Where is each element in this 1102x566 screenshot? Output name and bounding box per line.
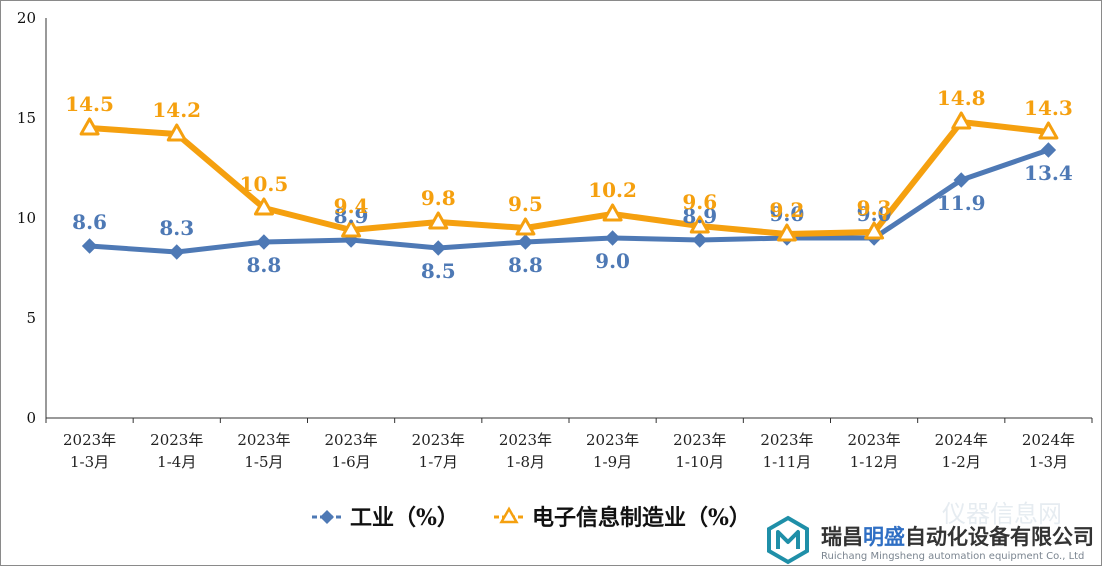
y-tick-label: 0 [26, 409, 36, 427]
data-point-diamond [256, 234, 272, 250]
company-logo-icon [767, 515, 809, 565]
data-point-triangle [79, 117, 100, 136]
x-tick-label: 2023年 [412, 431, 465, 449]
data-label: 14.3 [1024, 96, 1073, 120]
axes: 0 5 10 15 20 2023年 1-3月 2023年 1-4月 2023年 1-5月 2023年… [17, 9, 1093, 471]
x-tick-label: 1-6月 [332, 453, 371, 471]
x-tick-label: 1-3月 [1029, 453, 1068, 471]
data-point-diamond [604, 230, 621, 246]
data-label: 9.4 [334, 194, 369, 218]
data-point-triangle [166, 123, 187, 142]
data-point-triangle [341, 219, 362, 238]
faint-watermark-text: 仪器信息网 [942, 500, 1062, 528]
x-tick-label: 2023年 [586, 431, 639, 449]
data-label: 10.2 [588, 178, 637, 202]
data-label: 8.9 [682, 204, 717, 228]
data-labels-layer: 8.6 8.3 8.8 8.9 8.5 8.8 9.0 8.9 9.0 9.0 11.9 13.4 14… [65, 86, 1073, 283]
data-label: 9.8 [421, 186, 456, 210]
x-tick-label: 1-9月 [593, 453, 632, 471]
series-line-0 [87, 147, 1051, 255]
y-tick-label: 15 [17, 109, 36, 127]
data-point-diamond [1040, 142, 1057, 158]
data-label: 13.4 [1024, 161, 1073, 185]
data-label: 8.3 [159, 216, 194, 240]
data-point-triangle [1038, 121, 1059, 140]
data-label: 9.6 [682, 190, 717, 214]
data-label: 14.8 [937, 86, 986, 110]
data-point-triangle [951, 111, 972, 130]
series-layer [79, 111, 1059, 260]
x-tick-label: 1-12月 [850, 453, 899, 471]
x-tick-label: 2023年 [760, 431, 813, 449]
x-tick-label: 2023年 [150, 431, 203, 449]
x-tick-label: 1-8月 [506, 453, 545, 471]
data-point-triangle [689, 215, 710, 234]
data-point-triangle [864, 221, 885, 240]
data-point-diamond [517, 234, 534, 250]
data-point-diamond [692, 232, 708, 248]
data-point-triangle [602, 203, 623, 222]
data-label: 11.9 [937, 191, 986, 215]
data-point-triangle [253, 197, 274, 216]
data-point-triangle [515, 217, 536, 236]
data-label: 14.2 [152, 98, 201, 122]
company-name-cn-part-1: 明盛 [863, 525, 905, 549]
legend-marker-diamond-icon [320, 510, 334, 524]
company-name-cn: 瑞昌明盛自动化设备有限公司 [821, 525, 1094, 549]
x-tick-label: 1-5月 [244, 453, 283, 471]
data-label: 8.8 [508, 253, 543, 277]
data-point-diamond [169, 244, 185, 260]
company-name-cn-part-2: 自动化设备有限公司 [905, 525, 1094, 549]
data-point-diamond [953, 172, 969, 188]
data-point-triangle [776, 223, 797, 242]
legend-label: 工业（%） [350, 505, 459, 531]
company-watermark: 仪器信息网 瑞昌明盛自动化设备有限公司 Ruichang Mingsheng a… [767, 500, 1094, 565]
series-line-1 [86, 119, 1052, 237]
data-point-diamond [430, 240, 446, 256]
y-tick-label: 20 [17, 9, 36, 27]
data-label: 14.5 [65, 92, 114, 116]
legend-marker-triangle-icon [499, 506, 519, 524]
data-label: 10.5 [240, 172, 289, 196]
x-tick-label: 2024年 [935, 431, 988, 449]
x-tick-label: 2023年 [673, 431, 726, 449]
y-tick-label: 5 [26, 309, 36, 327]
x-tick-label: 1-4月 [157, 453, 196, 471]
x-tick-label: 1-10月 [675, 453, 724, 471]
x-tick-label: 2023年 [237, 431, 290, 449]
data-point-triangle [428, 211, 449, 230]
y-tick-label: 10 [17, 209, 36, 227]
x-tick-label: 1-11月 [763, 453, 812, 471]
data-label: 9.5 [508, 192, 543, 216]
data-label: 9.0 [595, 249, 630, 273]
data-label: 8.5 [421, 259, 456, 283]
x-tick-label: 2024年 [1022, 431, 1075, 449]
data-point-diamond [81, 238, 98, 254]
data-label: 9.3 [857, 196, 892, 220]
data-label: 8.9 [334, 204, 369, 228]
legend: 工业（%） 电子信息制造业（%） [312, 505, 751, 531]
x-tick-label: 1-2月 [942, 453, 981, 471]
data-label: 8.6 [72, 210, 107, 234]
legend-label: 电子信息制造业（%） [532, 505, 751, 531]
data-label: 9.2 [770, 198, 805, 222]
x-tick-label: 2023年 [499, 431, 552, 449]
data-label: 8.8 [247, 253, 282, 277]
company-name-cn-part-0: 瑞昌 [821, 525, 863, 549]
data-label: 9.0 [857, 202, 892, 226]
x-tick-label: 1-7月 [419, 453, 458, 471]
x-tick-label: 2023年 [847, 431, 900, 449]
x-tick-label: 2023年 [324, 431, 377, 449]
company-name-en: Ruichang Mingsheng automation equipment … [821, 551, 1084, 562]
x-tick-label: 1-3月 [70, 453, 109, 471]
x-tick-label: 2023年 [63, 431, 116, 449]
data-label: 9.0 [770, 202, 805, 226]
